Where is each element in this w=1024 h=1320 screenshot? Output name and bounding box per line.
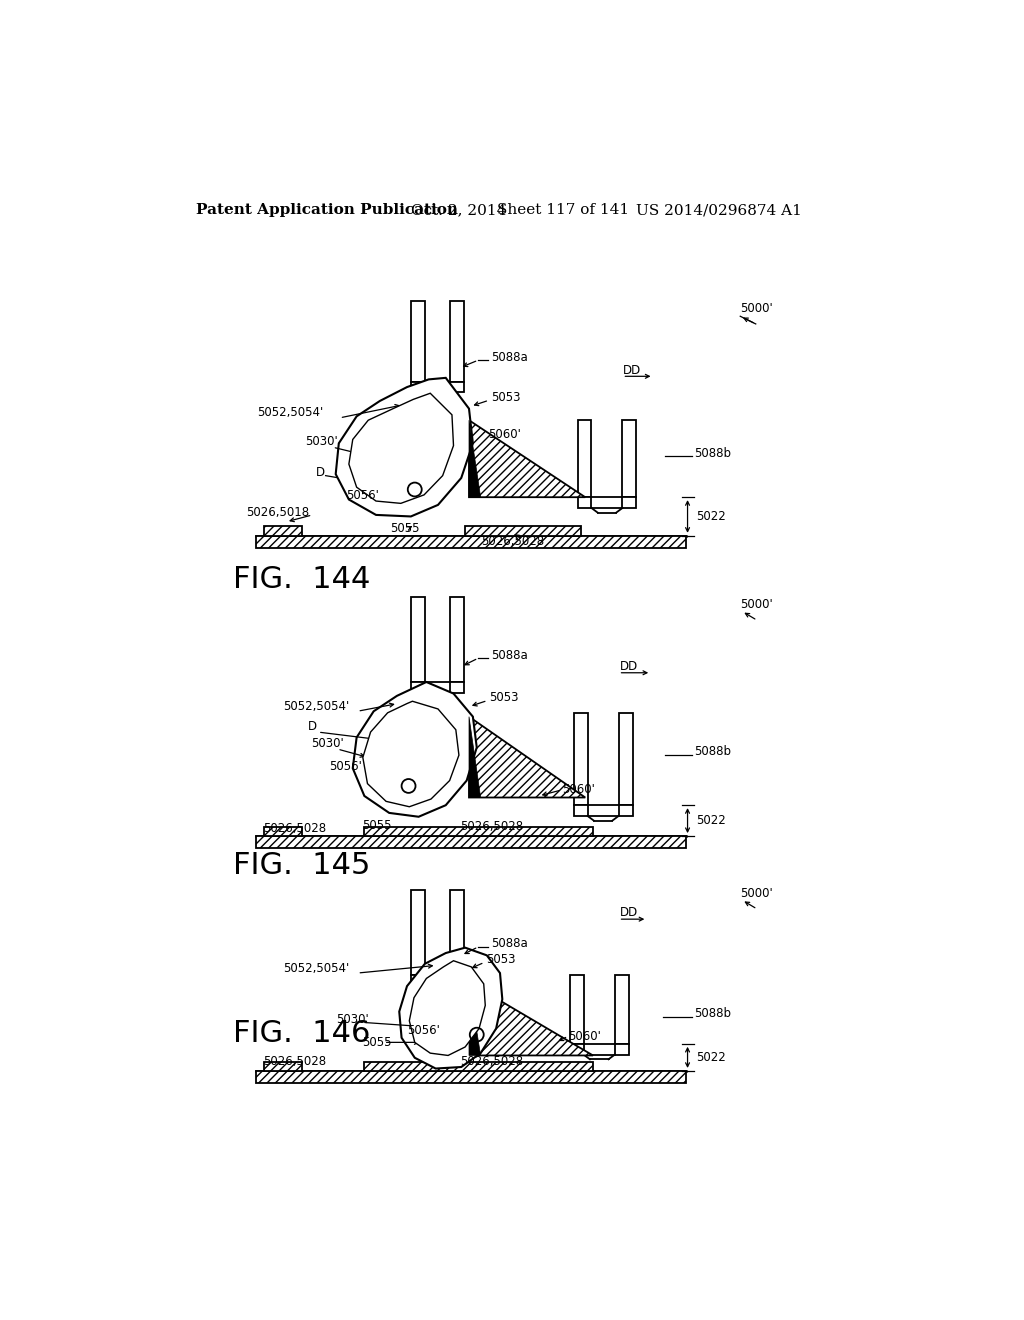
Text: D: D bbox=[315, 466, 325, 479]
Text: Sheet 117 of 141: Sheet 117 of 141 bbox=[497, 203, 629, 216]
Bar bbox=[256, 836, 686, 849]
Text: DD: DD bbox=[621, 907, 638, 920]
Text: FIG.  145: FIG. 145 bbox=[232, 851, 370, 880]
Bar bbox=[623, 420, 636, 498]
Bar bbox=[256, 1071, 686, 1084]
Text: 5088b: 5088b bbox=[693, 744, 731, 758]
Text: 5055: 5055 bbox=[362, 1036, 391, 1049]
Text: 5088b: 5088b bbox=[693, 1007, 731, 1019]
Text: 5088a: 5088a bbox=[490, 351, 527, 363]
Text: 5026,5028: 5026,5028 bbox=[460, 1055, 523, 1068]
Bar bbox=[411, 682, 464, 693]
Bar bbox=[569, 974, 584, 1044]
Bar bbox=[618, 713, 633, 805]
Bar bbox=[411, 890, 425, 974]
Polygon shape bbox=[362, 701, 459, 807]
Text: Patent Application Publication: Patent Application Publication bbox=[197, 203, 458, 216]
Bar bbox=[365, 826, 593, 836]
Text: 5026,5028: 5026,5028 bbox=[480, 536, 544, 548]
Text: FIG.  144: FIG. 144 bbox=[232, 565, 370, 594]
Polygon shape bbox=[469, 982, 480, 1056]
Bar bbox=[569, 1044, 629, 1055]
Text: 5088a: 5088a bbox=[490, 648, 527, 661]
Bar bbox=[614, 974, 629, 1044]
Bar bbox=[411, 597, 425, 682]
Bar bbox=[450, 597, 464, 682]
Bar bbox=[256, 536, 686, 548]
Bar bbox=[450, 890, 464, 974]
Polygon shape bbox=[399, 948, 503, 1069]
Text: 5022: 5022 bbox=[696, 1051, 726, 1064]
Polygon shape bbox=[469, 717, 586, 797]
Text: 5000': 5000' bbox=[740, 887, 773, 900]
Text: 5055: 5055 bbox=[390, 521, 420, 535]
Text: 5056': 5056' bbox=[330, 760, 362, 774]
Polygon shape bbox=[349, 393, 454, 503]
Text: 5052,5054': 5052,5054' bbox=[257, 407, 324, 418]
Text: 5000': 5000' bbox=[740, 302, 773, 315]
Text: 5088a: 5088a bbox=[490, 937, 527, 950]
Text: 5022: 5022 bbox=[696, 814, 726, 828]
Text: 5056': 5056' bbox=[407, 1023, 440, 1036]
Polygon shape bbox=[469, 420, 586, 498]
Polygon shape bbox=[336, 378, 473, 516]
Text: D: D bbox=[308, 721, 316, 733]
Polygon shape bbox=[469, 420, 480, 498]
Text: US 2014/0296874 A1: US 2014/0296874 A1 bbox=[636, 203, 802, 216]
Text: 5053: 5053 bbox=[486, 953, 515, 966]
Text: Oct. 2, 2014: Oct. 2, 2014 bbox=[411, 203, 506, 216]
Text: 5053: 5053 bbox=[490, 391, 520, 404]
Bar bbox=[411, 974, 464, 985]
Text: 5088b: 5088b bbox=[693, 446, 731, 459]
Text: 5030': 5030' bbox=[305, 436, 338, 449]
Polygon shape bbox=[469, 717, 480, 797]
Text: 5030': 5030' bbox=[311, 737, 344, 750]
Text: 5052,5054': 5052,5054' bbox=[283, 700, 349, 713]
Text: DD: DD bbox=[621, 660, 638, 673]
Text: 5026,5028: 5026,5028 bbox=[460, 820, 523, 833]
Bar bbox=[365, 1061, 593, 1071]
Bar bbox=[411, 381, 464, 392]
Polygon shape bbox=[469, 982, 593, 1056]
Polygon shape bbox=[410, 961, 485, 1056]
Bar bbox=[578, 498, 636, 508]
Text: DD: DD bbox=[623, 363, 641, 376]
Bar bbox=[573, 805, 633, 816]
Bar bbox=[263, 826, 302, 836]
Text: 5052,5054': 5052,5054' bbox=[283, 962, 349, 975]
Text: 5053: 5053 bbox=[489, 690, 518, 704]
Bar bbox=[465, 527, 582, 536]
Bar bbox=[411, 301, 425, 381]
Text: 5022: 5022 bbox=[696, 510, 726, 523]
Text: FIG.  146: FIG. 146 bbox=[232, 1019, 370, 1048]
Text: 5026,5028: 5026,5028 bbox=[263, 1055, 327, 1068]
Bar bbox=[573, 713, 588, 805]
Text: 5000': 5000' bbox=[740, 598, 773, 611]
Bar bbox=[450, 301, 464, 381]
Text: 5030': 5030' bbox=[336, 1012, 369, 1026]
Text: 5060': 5060' bbox=[562, 783, 595, 796]
Polygon shape bbox=[352, 682, 477, 817]
Text: 5026,5018: 5026,5018 bbox=[246, 506, 309, 519]
Bar bbox=[578, 420, 592, 498]
Bar bbox=[263, 527, 302, 536]
Text: 5060': 5060' bbox=[568, 1030, 601, 1043]
Text: 5026,5028: 5026,5028 bbox=[263, 822, 327, 834]
Text: 5055: 5055 bbox=[362, 818, 391, 832]
Text: 5060': 5060' bbox=[488, 428, 521, 441]
Bar bbox=[263, 1061, 302, 1071]
Text: 5056': 5056' bbox=[346, 490, 380, 502]
